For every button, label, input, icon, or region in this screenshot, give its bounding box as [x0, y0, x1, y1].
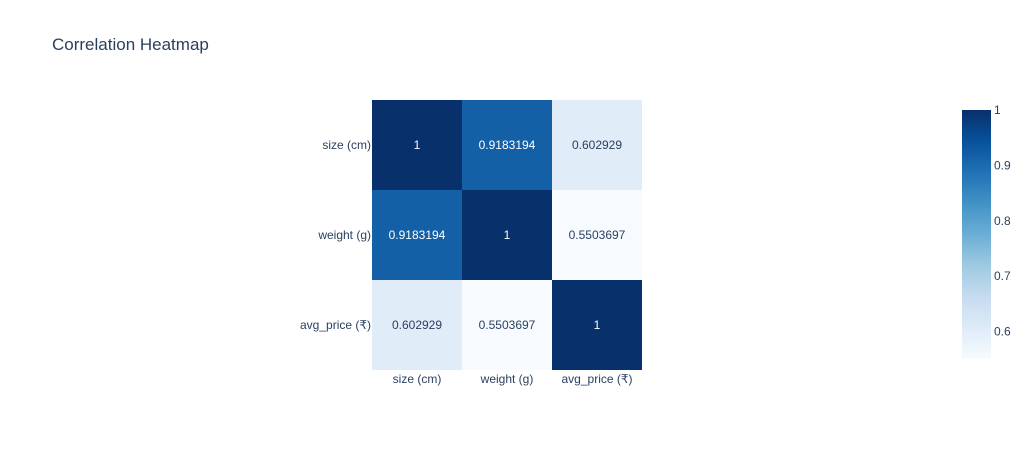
- heatmap-cell: [372, 280, 462, 370]
- heatmap-cell: [462, 190, 552, 280]
- heatmap-cell: [552, 190, 642, 280]
- heatmap-cell: [372, 100, 462, 190]
- heatmap-cell: [552, 100, 642, 190]
- y-tick-label: weight (g): [317, 228, 371, 242]
- x-axis-ticks: size (cm) weight (g) avg_price (₹): [393, 372, 633, 386]
- colorbar-tick-label: 0.7: [994, 269, 1011, 283]
- heatmap-cell: [372, 190, 462, 280]
- heatmap-cell: [462, 100, 552, 190]
- y-tick-label: size (cm): [322, 138, 371, 152]
- chart-title: Correlation Heatmap: [52, 35, 209, 54]
- colorbar-tick-label: 0.8: [994, 214, 1011, 228]
- cell-value-label: 0.5503697: [569, 228, 626, 242]
- heatmap-cell: [552, 280, 642, 370]
- cell-value-label: 1: [594, 318, 601, 332]
- colorbar-tick-label: 0.6: [994, 325, 1011, 339]
- cell-value-label: 0.9183194: [389, 228, 446, 242]
- colorbar-tick-label: 0.9: [994, 158, 1011, 172]
- cell-value-label: 0.602929: [392, 318, 442, 332]
- x-tick-label: weight (g): [480, 372, 534, 386]
- cell-value-label: 1: [504, 228, 511, 242]
- x-tick-label: avg_price (₹): [562, 372, 633, 386]
- heatmap-cells: [372, 100, 642, 370]
- heatmap-cell: [462, 280, 552, 370]
- cell-value-label: 0.9183194: [479, 138, 536, 152]
- x-tick-label: size (cm): [393, 372, 442, 386]
- cell-value-label: 0.5503697: [479, 318, 536, 332]
- colorbar-gradient: [962, 110, 991, 359]
- y-axis-ticks: size (cm) weight (g) avg_price (₹): [300, 138, 371, 332]
- heatmap-cell-labels: 1 0.9183194 0.602929 0.9183194 1 0.5503697 0.6…: [389, 138, 626, 332]
- colorbar: 0.6 0.7 0.8 0.9 1: [962, 103, 1011, 359]
- cell-value-label: 0.602929: [572, 138, 622, 152]
- y-tick-label: avg_price (₹): [300, 318, 371, 332]
- colorbar-tick-label: 1: [994, 103, 1001, 117]
- cell-value-label: 1: [414, 138, 421, 152]
